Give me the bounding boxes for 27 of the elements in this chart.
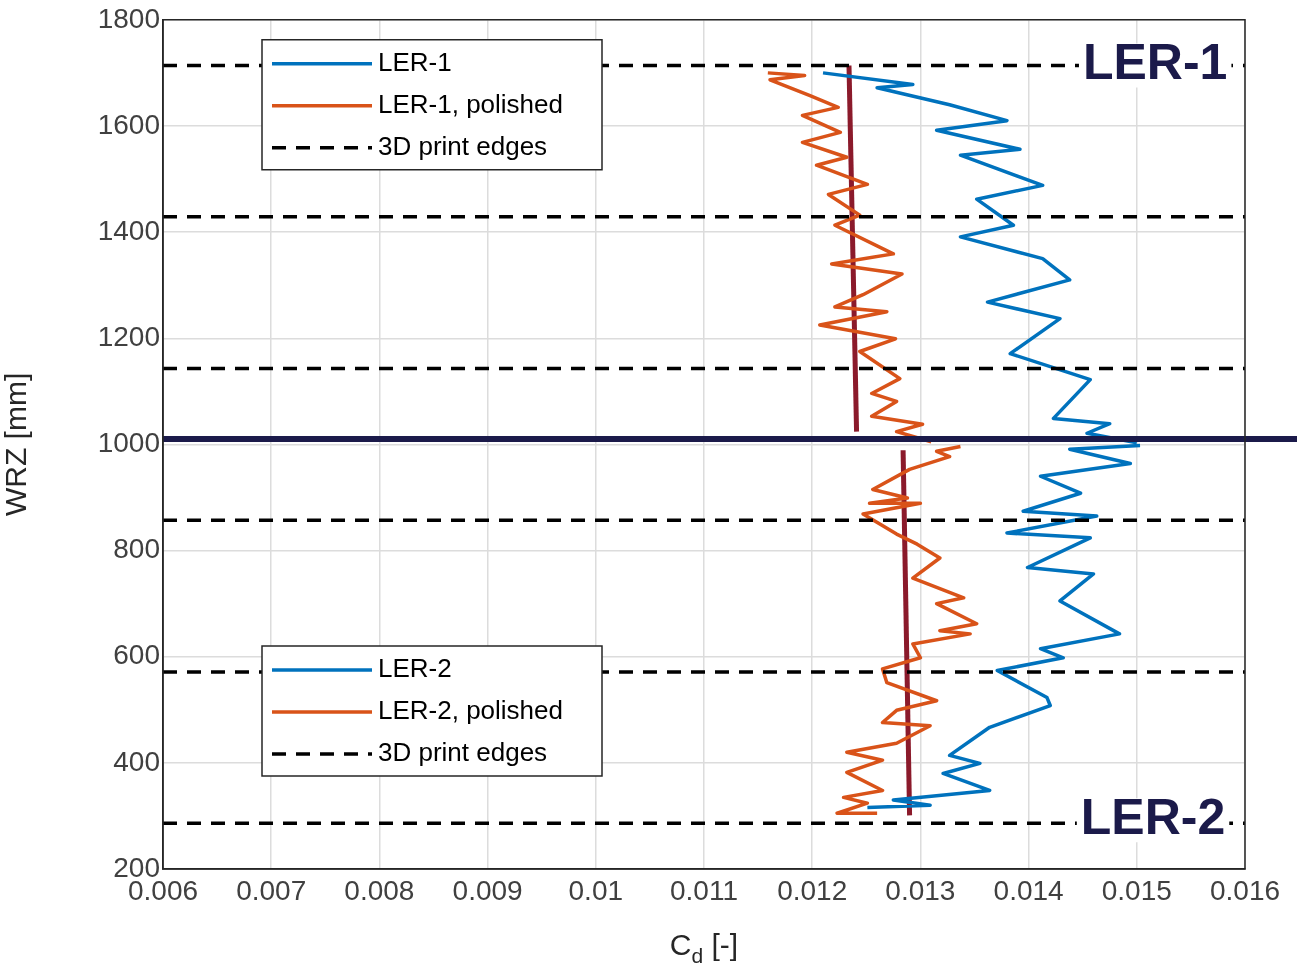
- x-tick-label: 0.011: [670, 874, 738, 906]
- x-tick-label: 0.013: [885, 874, 956, 906]
- legend-label: 3D print edges: [378, 737, 548, 768]
- legend-label: LER-1: [378, 46, 452, 77]
- x-tick-label: 0.015: [1101, 874, 1172, 906]
- x-tick-label: 0.007: [236, 874, 307, 906]
- y-axis-title: WRZ [mm]: [0, 372, 33, 517]
- x-tick-label: 0.01: [568, 874, 624, 906]
- x-tick-label: 0.016: [1209, 874, 1281, 906]
- y-tick-label: 400: [113, 745, 160, 777]
- y-tick-label: 1200: [97, 320, 160, 352]
- y-tick-label: 1800: [97, 2, 160, 34]
- y-tick-label: 800: [113, 533, 160, 565]
- legend-label: LER-2, polished: [378, 695, 563, 726]
- legend-label: LER-1, polished: [378, 88, 563, 119]
- y-tick-label: 1400: [97, 214, 160, 246]
- x-tick-label: 0.014: [993, 874, 1064, 906]
- annotation: LER-2: [1080, 788, 1226, 845]
- legend-label: 3D print edges: [378, 130, 548, 161]
- x-tick-label: 0.009: [452, 874, 523, 906]
- x-tick-label: 0.012: [777, 874, 848, 906]
- x-tick-label: 0.008: [344, 874, 415, 906]
- y-tick-label: 1000: [97, 427, 160, 459]
- y-tick-label: 600: [113, 639, 160, 671]
- legend-label: LER-2: [378, 653, 452, 684]
- annotation: LER-1: [1082, 34, 1228, 91]
- y-tick-label: 1600: [97, 108, 160, 140]
